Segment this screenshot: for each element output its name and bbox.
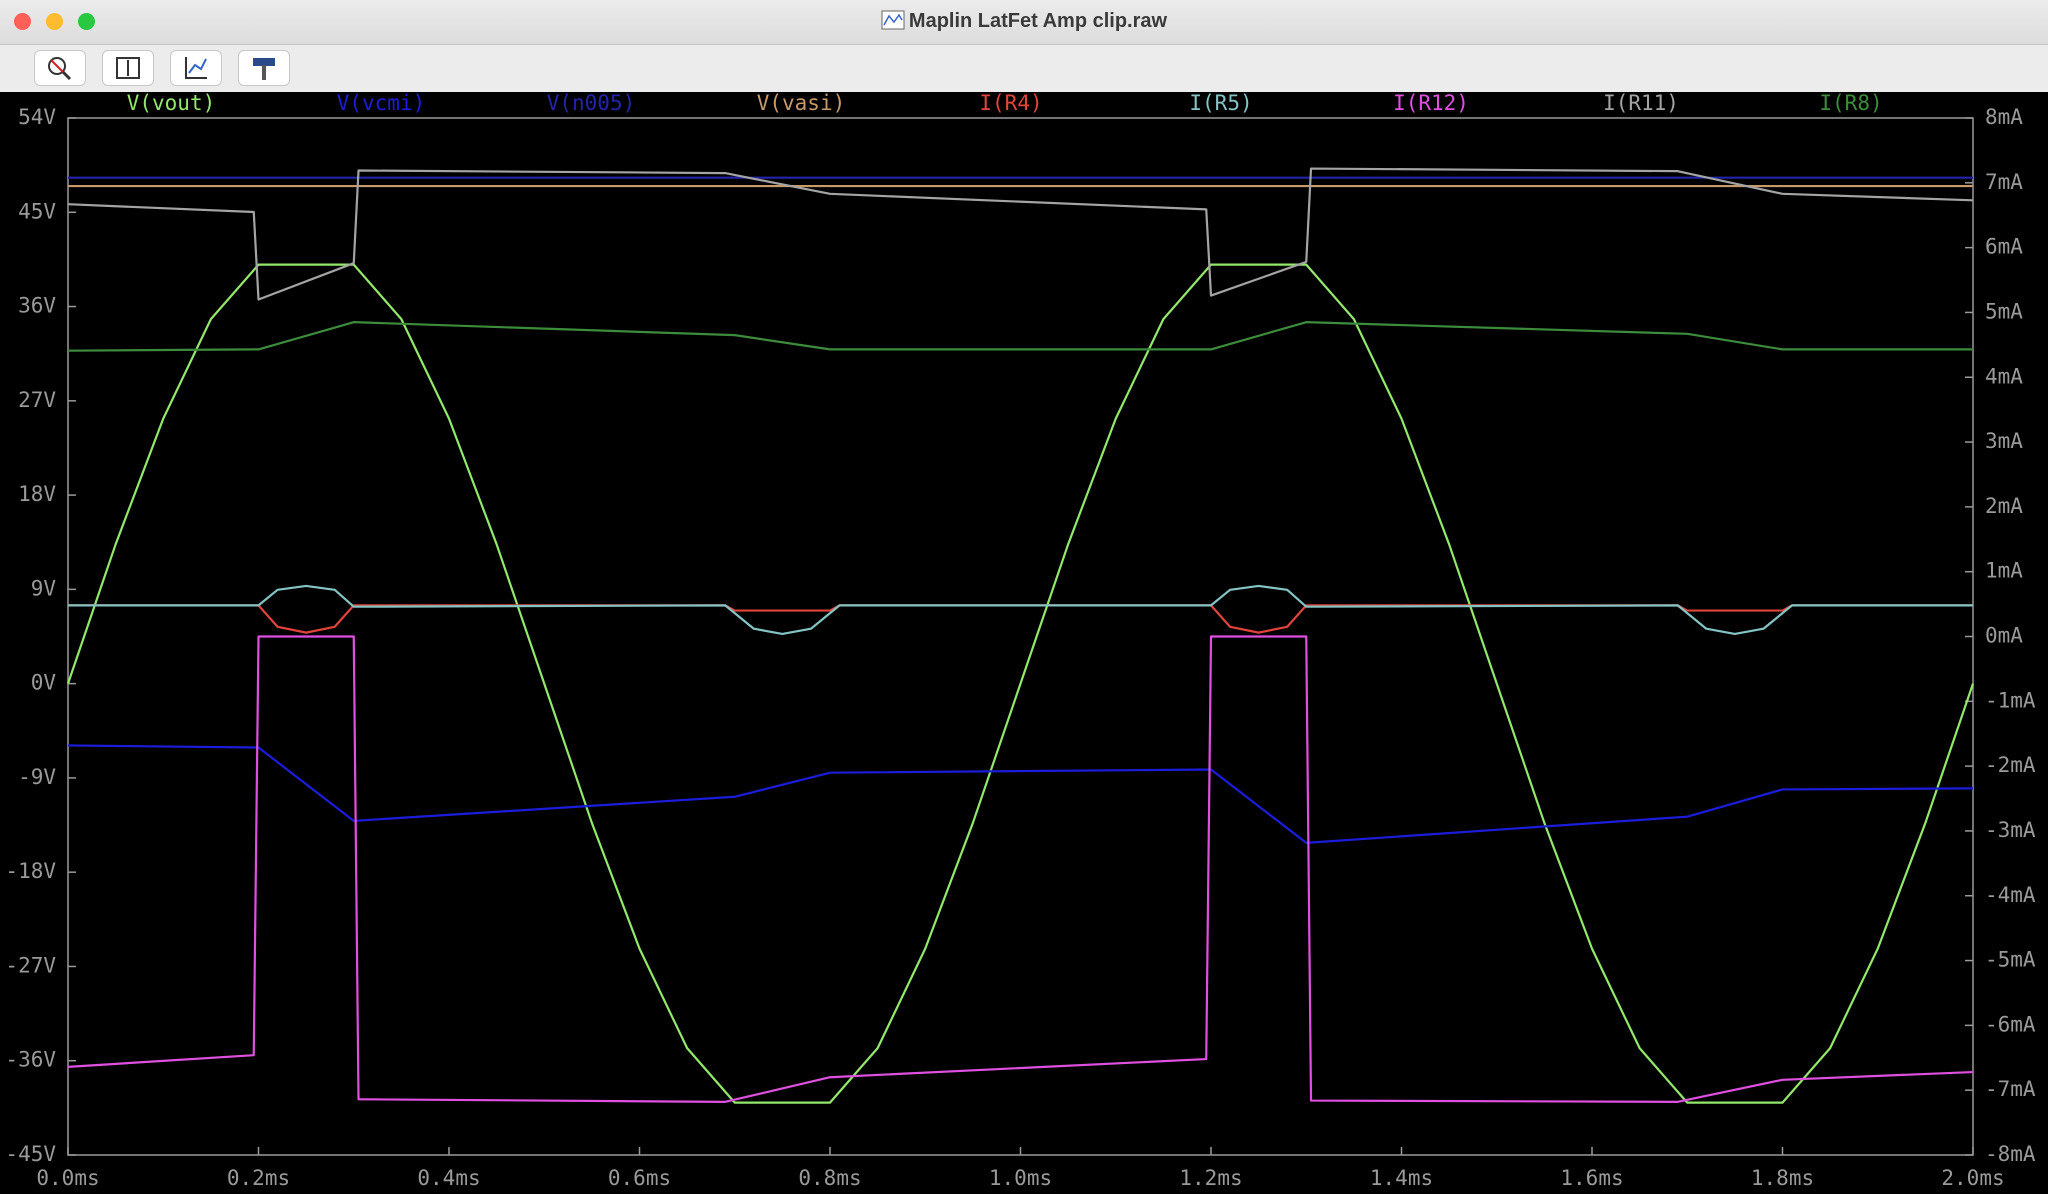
y2-tick-label: -8mA — [1985, 1142, 2036, 1166]
series-line — [67, 321, 1973, 352]
window-title: Maplin LatFet Amp clip.raw — [0, 10, 2048, 33]
x-tick-label: 1.8ms — [1751, 1166, 1814, 1190]
x-tick-label: 0.6ms — [608, 1166, 671, 1190]
autorange-button[interactable] — [102, 50, 154, 86]
series-line — [66, 263, 1975, 1104]
legend-entry: I(R4) — [979, 92, 1042, 115]
close-button[interactable] — [14, 13, 31, 30]
x-tick-label: 1.6ms — [1560, 1166, 1623, 1190]
y-tick-label: 54V — [18, 105, 56, 129]
series-line — [67, 167, 1974, 301]
minimize-button[interactable] — [46, 13, 63, 30]
y2-tick-label: 1mA — [1985, 559, 2023, 583]
y2-tick-label: -7mA — [1985, 1077, 2036, 1101]
x-tick-label: 1.4ms — [1370, 1166, 1433, 1190]
y2-tick-label: -5mA — [1985, 948, 2036, 972]
y2-tick-label: 0mA — [1985, 624, 2023, 648]
legend-entry: I(R12) — [1393, 92, 1469, 115]
legend-entry: I(R8) — [1819, 92, 1882, 115]
chart: 54V 45V 36V 27V 18V 9V 0V -9V -18V -27V -36V -45V 8m… — [0, 92, 2048, 1194]
axis-button[interactable] — [170, 50, 222, 86]
y-tick-label: -45V — [5, 1142, 56, 1166]
x-tick-label: 0.8ms — [798, 1166, 861, 1190]
y-tick-label: -9V — [18, 765, 56, 789]
y2-tick-label: -6mA — [1985, 1012, 2036, 1036]
y2-tick-label: -3mA — [1985, 818, 2036, 842]
series-line — [68, 584, 1973, 636]
legend-entry: V(vasi) — [757, 92, 846, 115]
hammer-button[interactable] — [238, 50, 290, 86]
x-tick-label: 1.2ms — [1179, 1166, 1242, 1190]
y-tick-label: 18V — [18, 482, 56, 506]
y2-tick-label: -4mA — [1985, 883, 2036, 907]
y2-tick-label: 6mA — [1985, 235, 2023, 259]
legend-entry: I(R11) — [1603, 92, 1679, 115]
y-tick-label: 27V — [18, 388, 56, 412]
legend-entry: V(vout) — [127, 92, 216, 115]
y2-tick-label: 3mA — [1985, 429, 2023, 453]
x-tick-label: 1.0ms — [989, 1166, 1052, 1190]
y2-tick-label: 5mA — [1985, 299, 2023, 323]
zoom-tool-button[interactable] — [34, 50, 86, 86]
y-tick-label: 36V — [18, 294, 56, 318]
x-tick-label: 0.2ms — [227, 1166, 290, 1190]
toolbar — [0, 45, 2048, 93]
window-title-text: Maplin LatFet Amp clip.raw — [908, 10, 1168, 32]
y-tick-label: 0V — [31, 671, 57, 695]
y2-tick-label: -1mA — [1985, 688, 2036, 712]
x-tick-label: 2.0ms — [1941, 1166, 2004, 1190]
plot-background — [0, 92, 2048, 1194]
y-tick-label: -36V — [5, 1048, 56, 1072]
series-line — [67, 744, 1974, 844]
y-tick-label: 9V — [31, 576, 57, 600]
y2-tick-label: 2mA — [1985, 494, 2023, 518]
title-bar: Maplin LatFet Amp clip.raw — [0, 0, 2048, 45]
file-icon — [881, 10, 905, 30]
legend-entry: V(n005) — [547, 92, 636, 115]
series-line — [67, 635, 1974, 1103]
y2-tick-label: 4mA — [1985, 364, 2023, 388]
legend-entry: V(vcmi) — [337, 92, 426, 115]
y2-tick-label: -2mA — [1985, 753, 2036, 777]
y2-tick-label: 7mA — [1985, 170, 2023, 194]
x-tick-label: 0.0ms — [36, 1166, 99, 1190]
y2-tick-label: 8mA — [1985, 105, 2023, 129]
y-tick-label: 45V — [18, 199, 56, 223]
zoom-button[interactable] — [78, 13, 95, 30]
x-tick-label: 0.4ms — [417, 1166, 480, 1190]
legend-entry: I(R5) — [1189, 92, 1252, 115]
y-tick-label: -27V — [5, 953, 56, 977]
y-tick-label: -18V — [5, 859, 56, 883]
